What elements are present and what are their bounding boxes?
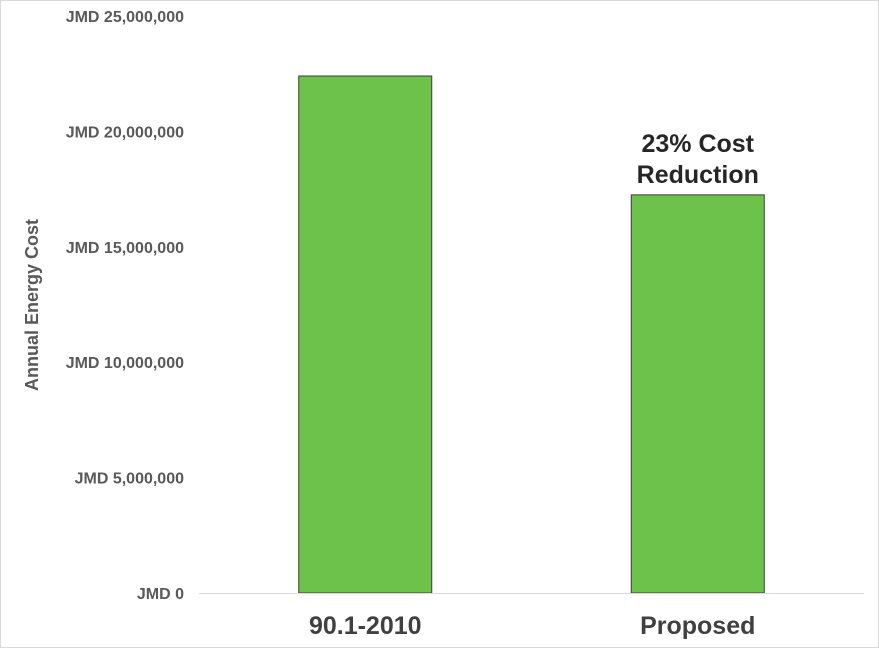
y-axis-title: Annual Energy Cost [22,219,42,391]
y-tick-label: JMD 5,000,000 [75,471,185,488]
y-axis-ticks: JMD 0 JMD 5,000,000 JMD 10,000,000 JMD 15,0… [66,9,184,603]
bar [630,194,765,594]
annotation-label: 23% Cost [641,130,754,158]
y-tick-label: JMD 0 [137,586,184,603]
y-tick-label: JMD 20,000,000 [66,124,184,141]
y-tick-label: JMD 10,000,000 [66,355,184,372]
y-tick-label: JMD 25,000,000 [66,9,184,26]
x-tick-label: 90.1-2010 [309,612,422,640]
annotations: 23% Cost Reduction [637,130,759,189]
x-axis-labels: 90.1-2010 Proposed [309,612,755,640]
bars [298,75,765,594]
y-tick-label: JMD 15,000,000 [66,240,184,257]
x-tick-label: Proposed [640,612,755,640]
bar [298,75,433,594]
annotation-label: Reduction [637,161,759,189]
